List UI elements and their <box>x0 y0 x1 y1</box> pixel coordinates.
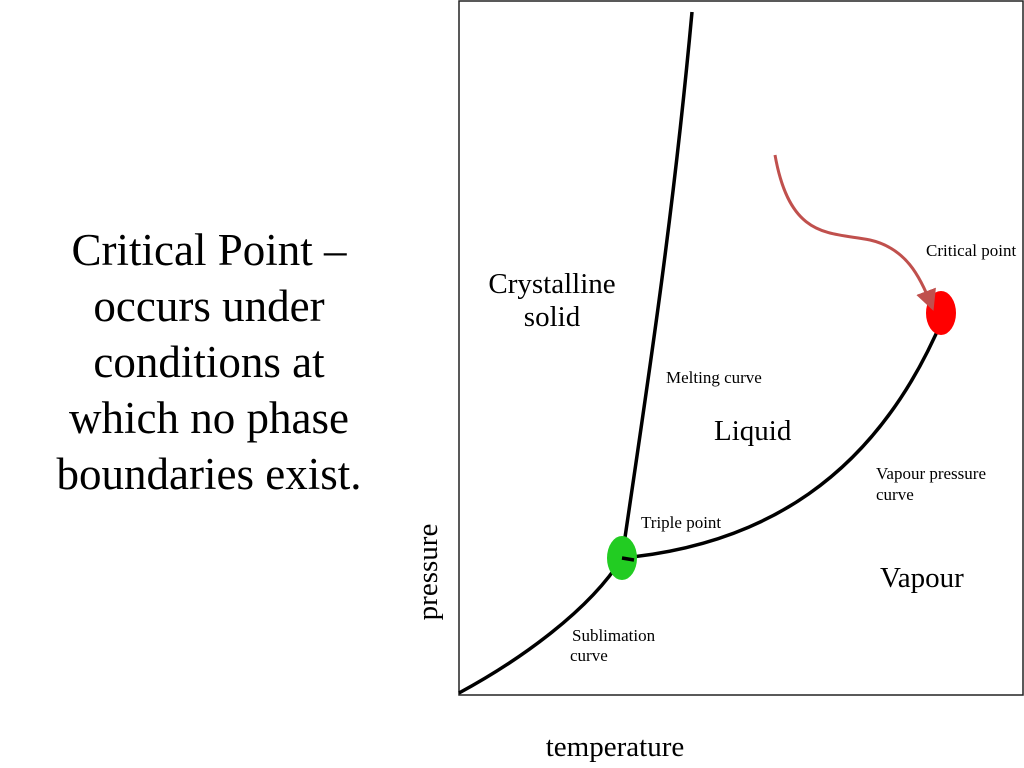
critical-point-marker <box>926 291 956 335</box>
melting-curve-label: Melting curve <box>666 368 762 387</box>
y-axis-label: pressure <box>412 524 444 621</box>
region-label-solid: Crystalline <box>488 268 615 300</box>
x-axis-label: temperature <box>546 731 684 763</box>
slide-text-line: occurs under <box>93 281 325 331</box>
sublimation-curve-label: curve <box>570 646 608 665</box>
sublimation-curve-label: Sublimation <box>572 626 656 645</box>
region-label-vapour: Vapour <box>880 562 964 594</box>
triple-point-label: Triple point <box>641 513 721 532</box>
curve-end-tick <box>621 556 635 562</box>
plot-frame <box>458 0 1024 696</box>
vapour-pressure-curve-label: curve <box>876 485 914 504</box>
sublimation-curve <box>458 557 624 695</box>
region-label-solid: solid <box>524 301 581 333</box>
slide-text: Critical Point – occurs under conditions… <box>8 222 410 502</box>
vapour-pressure-curve-label: Vapour pressure <box>876 464 986 483</box>
slide-text-line: Critical Point – <box>71 225 347 275</box>
critical-point-label: Critical point <box>926 241 1016 260</box>
region-label-liquid: Liquid <box>714 415 792 447</box>
slide-text-line: conditions at <box>93 337 325 387</box>
vapour-pressure-curve <box>621 317 945 560</box>
slide-text-line: which no phase <box>69 393 349 443</box>
melting-curve <box>620 11 694 559</box>
critical-point-arrow <box>773 154 936 311</box>
slide-text-line: boundaries exist. <box>56 449 362 499</box>
